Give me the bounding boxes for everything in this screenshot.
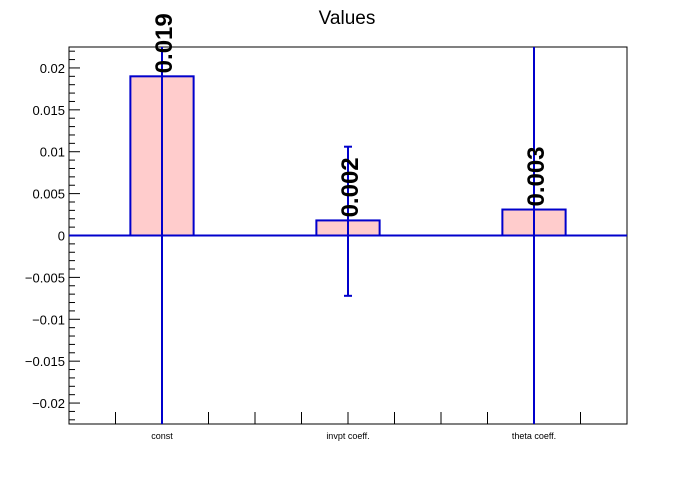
chart-title: Values — [319, 8, 376, 29]
y-tick-label: −0.015 — [25, 354, 65, 369]
y-tick-label: 0.015 — [32, 103, 65, 118]
x-category-label: invpt coeff. — [326, 431, 369, 441]
y-tick-label: 0.005 — [32, 187, 65, 202]
y-tick-label: 0.02 — [40, 61, 65, 76]
y-tick-label: −0.02 — [32, 396, 65, 411]
x-category-label: theta coeff. — [512, 431, 556, 441]
y-tick-label: 0 — [58, 229, 65, 244]
data-label: 0.003 — [523, 146, 550, 206]
x-category-label: const — [151, 431, 173, 441]
y-tick-label: −0.005 — [25, 270, 65, 285]
plot-area: −0.02 −0.015 −0.01 −0.005 0 0.005 0.01 0.015 0.0… — [25, 13, 628, 441]
data-label: 0.002 — [337, 157, 364, 217]
y-tick-label: −0.01 — [32, 312, 65, 327]
data-label: 0.019 — [151, 13, 178, 73]
y-tick-label: 0.01 — [40, 145, 65, 160]
